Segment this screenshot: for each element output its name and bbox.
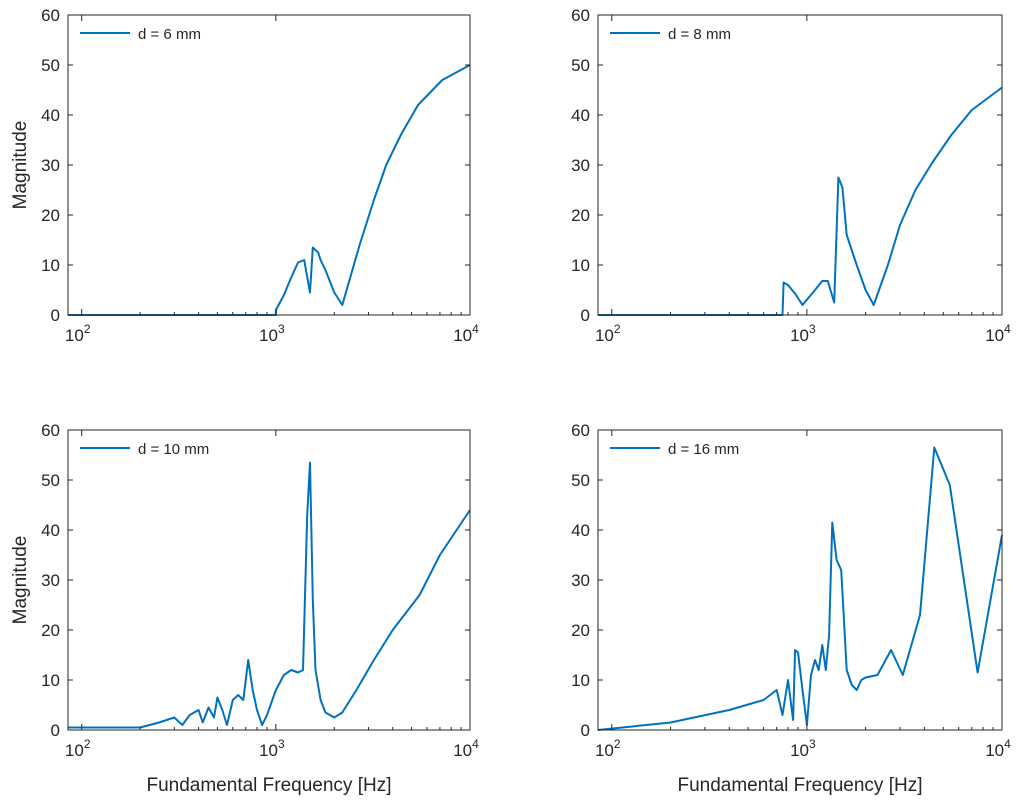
x-axis-label: Fundamental Frequency [Hz] [677, 775, 922, 796]
y-tick-label: 50 [41, 471, 60, 490]
x-tick-exponent: 4 [472, 737, 479, 751]
x-tick-base: 10 [259, 741, 278, 760]
x-tick-label: 102 [65, 322, 91, 345]
y-axis-label: Magnitude [10, 536, 31, 625]
y-tick-label: 60 [41, 421, 60, 440]
x-tick-base: 10 [453, 741, 472, 760]
series-line [598, 86, 1003, 316]
x-tick-exponent: 4 [472, 322, 479, 336]
y-tick-label: 40 [571, 106, 590, 125]
x-tick-base: 10 [985, 741, 1004, 760]
x-tick-label: 102 [65, 737, 91, 760]
x-tick-base: 10 [790, 326, 809, 345]
x-tick-exponent: 3 [809, 737, 816, 751]
legend-label: d = 16 mm [668, 441, 739, 458]
x-tick-base: 10 [453, 326, 472, 345]
x-tick-exponent: 2 [84, 322, 91, 336]
y-tick-label: 10 [571, 256, 590, 275]
y-tick-label: 0 [581, 721, 590, 740]
y-tick-label: 0 [51, 721, 60, 740]
x-tick-exponent: 4 [1004, 737, 1011, 751]
y-tick-label: 60 [571, 421, 590, 440]
x-tick-exponent: 2 [84, 737, 91, 751]
axes-frame [597, 14, 1003, 316]
y-tick-label: 50 [41, 56, 60, 75]
x-tick-base: 10 [595, 741, 614, 760]
y-tick-label: 10 [41, 256, 60, 275]
x-tick-label: 104 [985, 737, 1011, 760]
y-tick-label: 30 [571, 571, 590, 590]
x-tick-base: 10 [985, 326, 1004, 345]
axes-frame [597, 429, 1003, 731]
y-tick-label: 20 [571, 621, 590, 640]
series-line [68, 64, 471, 316]
x-tick-base: 10 [259, 326, 278, 345]
x-tick-label: 103 [259, 322, 285, 345]
series-line [597, 446, 1003, 731]
y-tick-label: 20 [41, 206, 60, 225]
y-tick-label: 40 [571, 521, 590, 540]
x-tick-exponent: 3 [278, 737, 285, 751]
x-tick-exponent: 2 [614, 737, 621, 751]
y-tick-label: 50 [571, 471, 590, 490]
x-tick-label: 104 [453, 322, 479, 345]
x-tick-exponent: 3 [809, 322, 816, 336]
x-axis-label: Fundamental Frequency [Hz] [146, 775, 391, 796]
x-tick-base: 10 [790, 741, 809, 760]
series-line [68, 461, 471, 729]
x-tick-label: 103 [790, 322, 816, 345]
x-tick-exponent: 2 [614, 322, 621, 336]
axes-frame [67, 429, 471, 731]
x-tick-base: 10 [65, 741, 84, 760]
y-tick-label: 30 [41, 156, 60, 175]
y-tick-label: 60 [571, 6, 590, 25]
y-axis-label: Magnitude [10, 121, 31, 210]
y-tick-label: 0 [581, 306, 590, 325]
x-tick-label: 103 [259, 737, 285, 760]
x-tick-label: 102 [595, 737, 621, 760]
x-tick-label: 102 [595, 322, 621, 345]
x-tick-base: 10 [65, 326, 84, 345]
x-tick-label: 103 [790, 737, 816, 760]
y-tick-label: 40 [41, 521, 60, 540]
y-tick-label: 60 [41, 6, 60, 25]
y-tick-label: 40 [41, 106, 60, 125]
y-tick-label: 30 [571, 156, 590, 175]
y-tick-label: 50 [571, 56, 590, 75]
axes-frame [67, 14, 471, 316]
y-tick-label: 10 [571, 671, 590, 690]
x-tick-label: 104 [985, 322, 1011, 345]
y-tick-label: 30 [41, 571, 60, 590]
y-tick-label: 20 [571, 206, 590, 225]
y-tick-label: 10 [41, 671, 60, 690]
legend-label: d = 10 mm [138, 441, 209, 458]
y-tick-label: 0 [51, 306, 60, 325]
legend-label: d = 6 mm [138, 26, 201, 43]
x-tick-exponent: 3 [278, 322, 285, 336]
y-tick-label: 20 [41, 621, 60, 640]
x-tick-exponent: 4 [1004, 322, 1011, 336]
x-tick-label: 104 [453, 737, 479, 760]
x-tick-base: 10 [595, 326, 614, 345]
legend-label: d = 8 mm [668, 26, 731, 43]
